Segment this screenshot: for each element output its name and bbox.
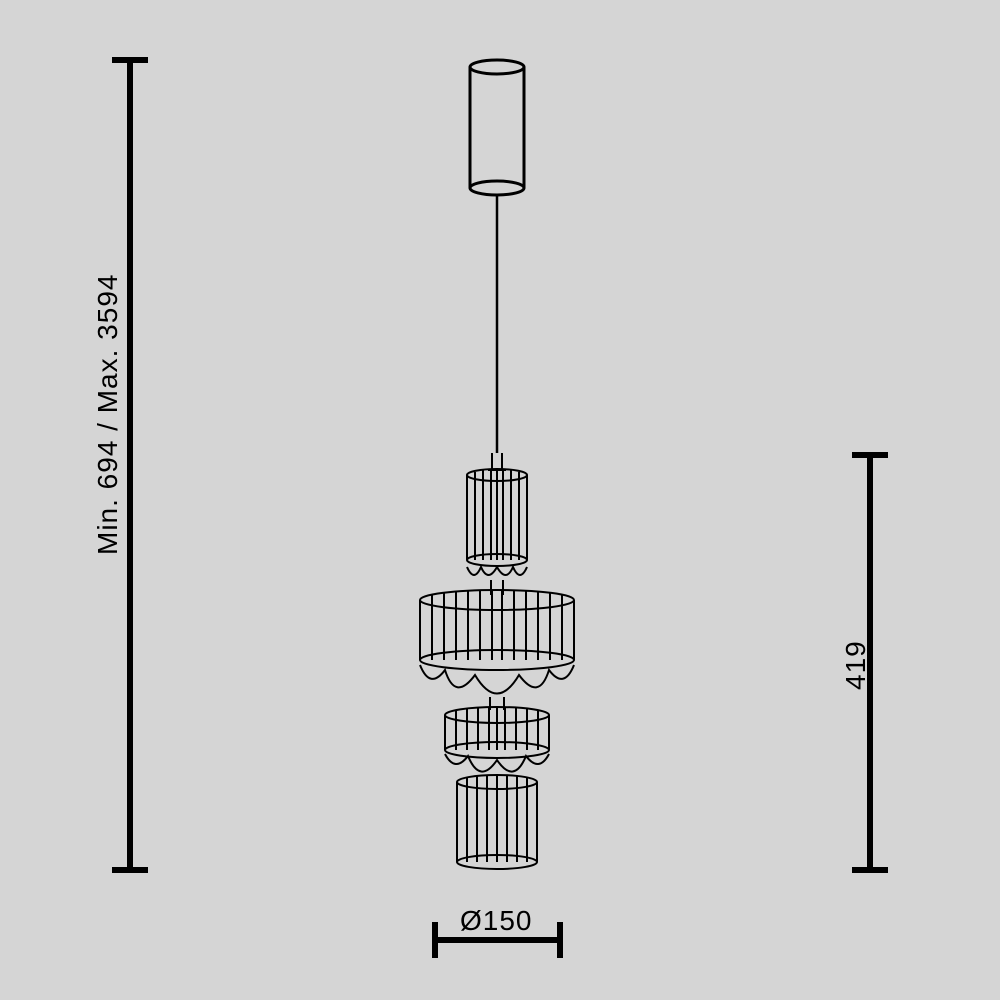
technical-drawing [0,0,1000,1000]
tier-4 [457,775,537,869]
label-total-height: Min. 694 / Max. 3594 [92,274,124,555]
label-diameter: Ø150 [460,905,533,937]
ceiling-canopy [470,60,524,195]
label-body-height: 419 [840,640,872,690]
cord-grip [488,453,506,470]
fixture-body [420,469,574,869]
tier-3 [445,707,549,772]
tier-1 [467,469,527,595]
tier-2 [420,590,574,710]
